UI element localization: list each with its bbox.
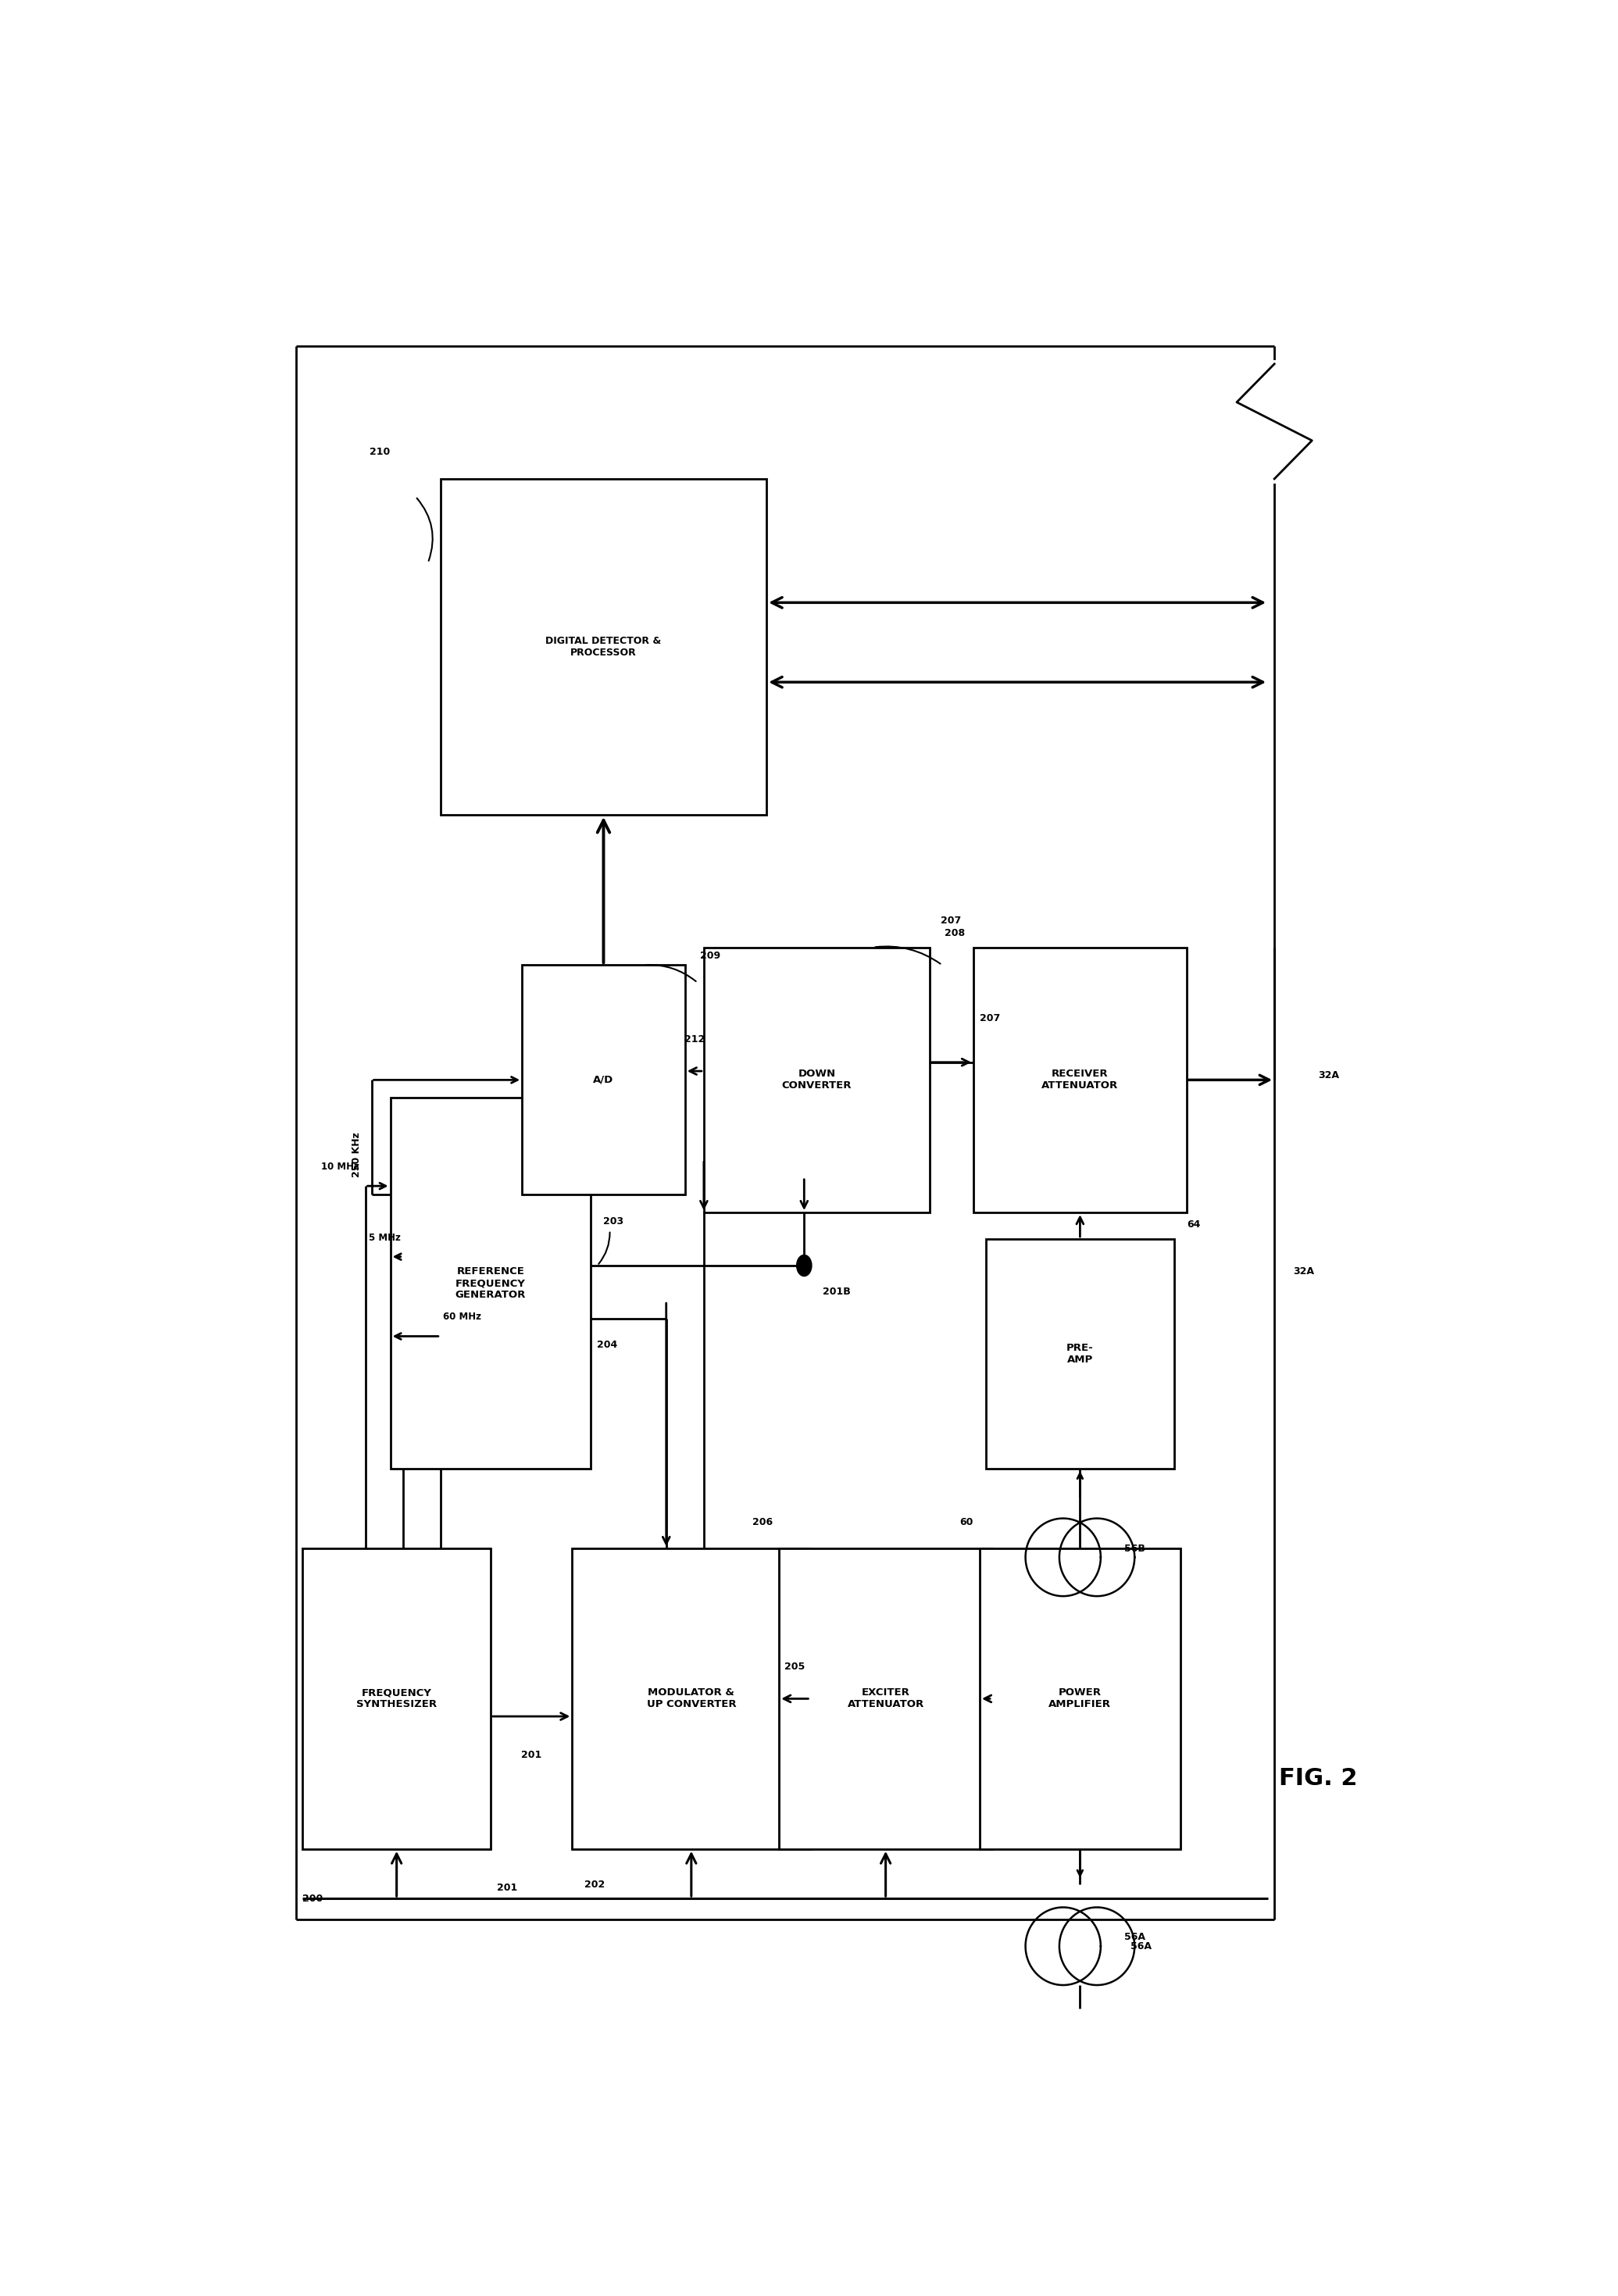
Text: FREQUENCY
SYNTHESIZER: FREQUENCY SYNTHESIZER: [356, 1688, 437, 1711]
Text: 209: 209: [701, 951, 720, 962]
Text: 56A: 56A: [1125, 1933, 1146, 1942]
Circle shape: [796, 1256, 812, 1277]
Text: 203: 203: [604, 1217, 625, 1226]
Text: 60 MHz: 60 MHz: [443, 1311, 481, 1322]
Text: A/D: A/D: [594, 1075, 613, 1086]
Bar: [390, 1097, 591, 1469]
Bar: [573, 1548, 811, 1848]
Bar: [979, 1548, 1180, 1848]
Text: 200: 200: [303, 1894, 324, 1903]
Text: 60: 60: [959, 1518, 974, 1527]
Text: 32A: 32A: [1293, 1265, 1314, 1277]
Text: 204: 204: [597, 1341, 618, 1350]
Bar: [303, 1548, 490, 1848]
Text: 212: 212: [684, 1033, 705, 1045]
Text: DOWN
CONVERTER: DOWN CONVERTER: [781, 1070, 851, 1091]
Text: 5 MHz: 5 MHz: [369, 1233, 400, 1242]
Text: 202: 202: [584, 1878, 605, 1890]
Bar: [974, 948, 1186, 1212]
Bar: [704, 948, 930, 1212]
Text: 201B: 201B: [824, 1288, 851, 1297]
Text: EXCITER
ATTENUATOR: EXCITER ATTENUATOR: [848, 1688, 924, 1711]
Text: 208: 208: [945, 928, 964, 939]
Text: 250 KHz: 250 KHz: [351, 1132, 361, 1178]
Text: 56A: 56A: [1129, 1940, 1152, 1952]
Bar: [985, 1240, 1175, 1469]
Text: 201: 201: [521, 1750, 542, 1761]
Text: REFERENCE
FREQUENCY
GENERATOR: REFERENCE FREQUENCY GENERATOR: [455, 1267, 526, 1300]
Text: 210: 210: [371, 448, 390, 457]
Text: RECEIVER
ATTENUATOR: RECEIVER ATTENUATOR: [1042, 1070, 1118, 1091]
Text: 32A: 32A: [1319, 1070, 1340, 1081]
Text: 64: 64: [1186, 1219, 1201, 1231]
Text: 205: 205: [785, 1662, 806, 1671]
Text: 10 MHz: 10 MHz: [320, 1162, 359, 1171]
Text: 201: 201: [497, 1883, 518, 1892]
Text: FIG. 2: FIG. 2: [1278, 1768, 1358, 1789]
Bar: [523, 964, 684, 1194]
Text: 207: 207: [979, 1013, 1000, 1024]
Text: POWER
AMPLIFIER: POWER AMPLIFIER: [1048, 1688, 1112, 1711]
Text: 207: 207: [940, 916, 961, 925]
Text: 56B: 56B: [1125, 1543, 1146, 1554]
Text: PRE-
AMP: PRE- AMP: [1066, 1343, 1094, 1364]
Text: MODULATOR &
UP CONVERTER: MODULATOR & UP CONVERTER: [647, 1688, 736, 1711]
Text: DIGITAL DETECTOR &
PROCESSOR: DIGITAL DETECTOR & PROCESSOR: [545, 636, 662, 657]
Bar: [780, 1548, 992, 1848]
Text: 206: 206: [752, 1518, 773, 1527]
Bar: [440, 480, 767, 815]
